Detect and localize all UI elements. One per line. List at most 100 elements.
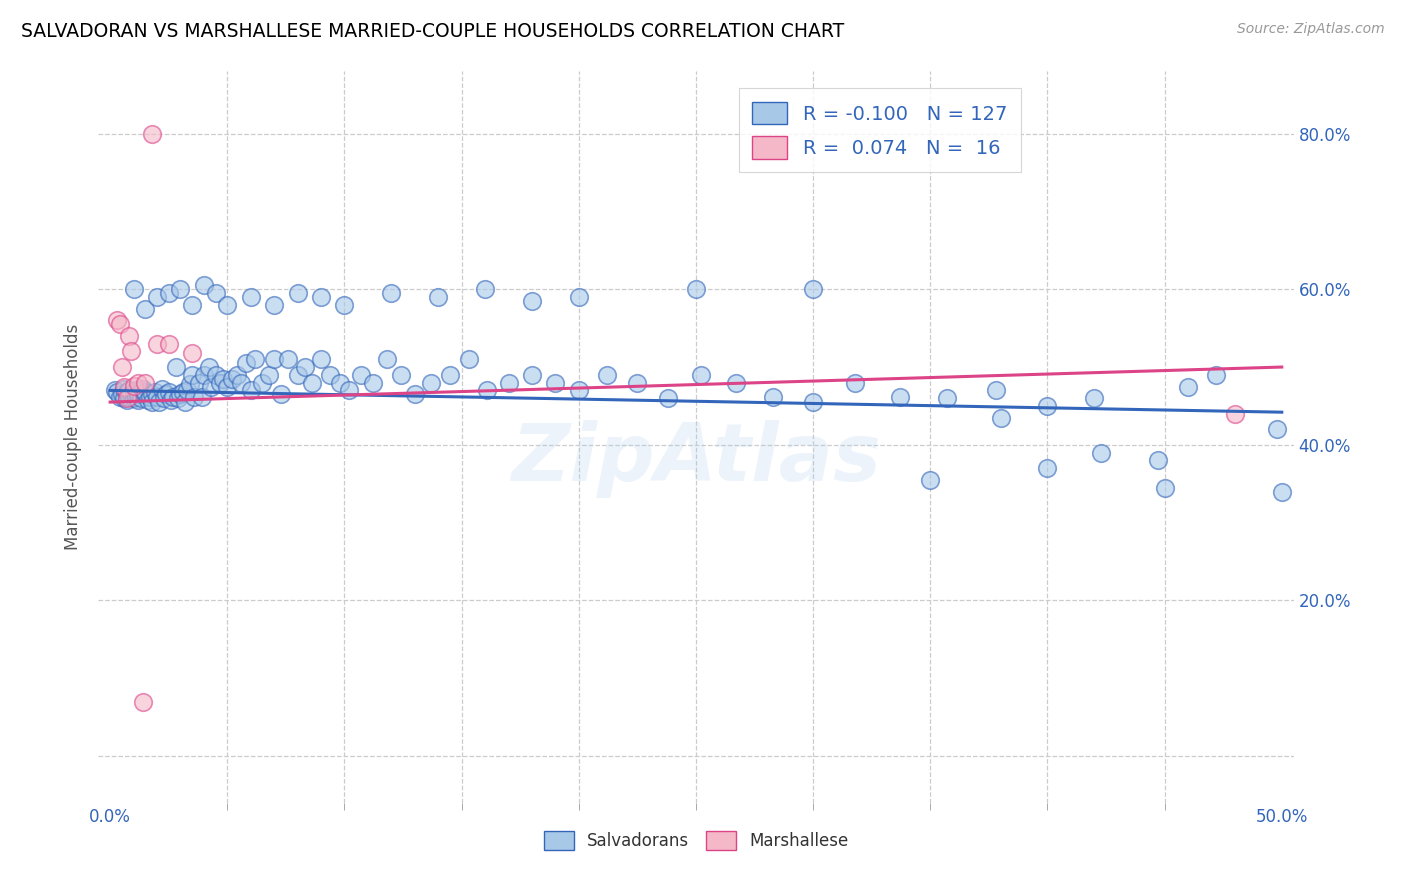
Point [115, 391, 138, 405]
Point [132, 695, 155, 709]
Point [111, 387, 134, 401]
Point [146, 390, 169, 404]
Point [984, 384, 1007, 398]
Point [217, 298, 239, 312]
Point [801, 282, 824, 296]
Point [150, 382, 173, 396]
Point [844, 376, 866, 390]
Point [263, 298, 285, 312]
Point [153, 391, 176, 405]
Point [188, 376, 211, 390]
Text: ZipAtlas: ZipAtlas [510, 420, 882, 498]
Point [1146, 453, 1168, 467]
Text: SALVADORAN VS MARSHALLESE MARRIED-COUPLE HOUSEHOLDS CORRELATION CHART: SALVADORAN VS MARSHALLESE MARRIED-COUPLE… [21, 22, 845, 41]
Point [143, 384, 166, 399]
Point [990, 410, 1012, 425]
Point [935, 391, 957, 405]
Point [301, 376, 323, 390]
Point [167, 391, 190, 405]
Point [333, 298, 356, 312]
Point [801, 395, 824, 409]
Point [146, 336, 169, 351]
Point [141, 127, 163, 141]
Point [183, 390, 205, 404]
Point [568, 290, 591, 304]
Point [1205, 368, 1227, 382]
Point [209, 376, 232, 390]
Point [1265, 422, 1288, 436]
Point [169, 387, 191, 401]
Point [112, 379, 135, 393]
Text: Source: ZipAtlas.com: Source: ZipAtlas.com [1237, 22, 1385, 37]
Point [122, 391, 145, 405]
Point [231, 376, 253, 390]
Point [245, 352, 267, 367]
Point [221, 372, 243, 386]
Point [129, 391, 152, 405]
Point [657, 391, 679, 405]
Point [125, 390, 148, 404]
Point [115, 384, 138, 399]
Point [122, 282, 145, 296]
Point [420, 376, 443, 390]
Point [920, 473, 942, 487]
Point [270, 387, 292, 401]
Point [127, 387, 149, 401]
Point [568, 384, 591, 398]
Point [112, 382, 135, 396]
Point [105, 313, 128, 327]
Point [127, 392, 149, 407]
Y-axis label: Married-couple Households: Married-couple Households [65, 324, 83, 550]
Point [457, 352, 479, 367]
Point [361, 376, 384, 390]
Point [141, 395, 163, 409]
Point [544, 376, 567, 390]
Point [217, 379, 239, 393]
Point [252, 376, 274, 390]
Point [193, 368, 215, 382]
Point [287, 368, 309, 382]
Point [120, 344, 142, 359]
Point [404, 387, 426, 401]
Point [389, 368, 412, 382]
Point [477, 384, 499, 398]
Point [225, 368, 247, 382]
Point [118, 384, 141, 398]
Point [197, 359, 219, 374]
Point [169, 282, 191, 296]
Point [134, 387, 156, 401]
Point [259, 368, 281, 382]
Point [190, 390, 212, 404]
Point [108, 390, 131, 404]
Point [118, 329, 141, 343]
Point [181, 298, 204, 312]
Point [294, 359, 316, 374]
Point [520, 368, 543, 382]
Point [309, 352, 332, 367]
Point [235, 356, 257, 370]
Point [350, 368, 373, 382]
Point [762, 390, 785, 404]
Point [122, 378, 145, 392]
Point [125, 384, 148, 398]
Point [120, 387, 142, 401]
Point [134, 376, 156, 390]
Point [263, 352, 285, 367]
Point [287, 286, 309, 301]
Point [380, 286, 402, 301]
Point [309, 290, 332, 304]
Point [172, 384, 194, 399]
Point [155, 387, 177, 401]
Point [1036, 399, 1059, 413]
Point [146, 290, 169, 304]
Point [337, 384, 360, 398]
Point [108, 318, 131, 332]
Point [329, 376, 352, 390]
Point [239, 290, 262, 304]
Point [319, 368, 342, 382]
Point [104, 384, 127, 398]
Point [157, 336, 180, 351]
Point [127, 376, 149, 390]
Point [105, 384, 128, 399]
Point [200, 379, 222, 393]
